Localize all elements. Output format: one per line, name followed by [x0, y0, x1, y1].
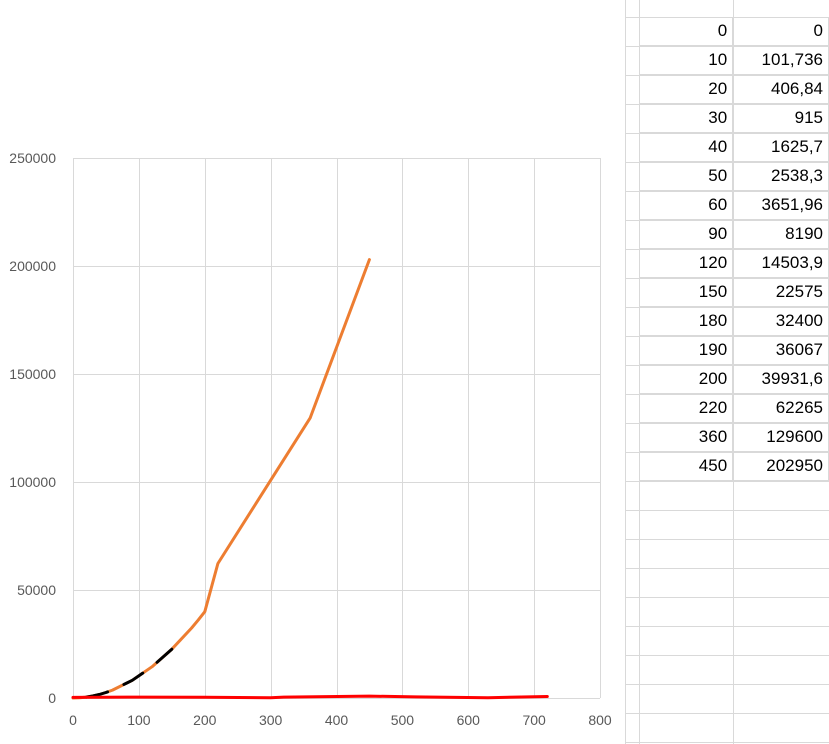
- cell-y-value[interactable]: 915: [732, 103, 829, 133]
- cell-x-value[interactable]: 150: [639, 277, 734, 307]
- x-tick-label: 800: [588, 712, 612, 728]
- series-line-0[interactable]: [71, 258, 371, 700]
- cell-x-value[interactable]: 450: [639, 451, 734, 481]
- table-row[interactable]: 360 129600: [639, 422, 829, 452]
- cell-x-value[interactable]: 190: [639, 335, 734, 365]
- cell-x-value[interactable]: 60: [639, 190, 734, 220]
- y-tick-label: 200000: [9, 258, 56, 274]
- table-row[interactable]: 10 101,736: [639, 45, 829, 75]
- cell-x-value[interactable]: 200: [639, 364, 734, 394]
- cell-x-value[interactable]: 180: [639, 306, 734, 336]
- y-tick-label: 0: [48, 690, 56, 706]
- cell-x-value[interactable]: 30: [639, 103, 734, 133]
- cell-x-value[interactable]: 20: [639, 74, 734, 104]
- cell-x-value[interactable]: 10: [639, 45, 734, 75]
- table-row[interactable]: 90 8190: [639, 219, 829, 249]
- cell-y-value[interactable]: 36067: [732, 335, 829, 365]
- x-tick-label: 300: [259, 712, 283, 728]
- cell-x-value[interactable]: 90: [639, 219, 734, 249]
- cell-y-value[interactable]: 3651,96: [732, 190, 829, 220]
- x-tick-label: 100: [127, 712, 151, 728]
- cell-x-value[interactable]: 220: [639, 393, 734, 423]
- cell-y-value[interactable]: 1625,7: [732, 132, 829, 162]
- cell-y-value[interactable]: 202950: [732, 451, 829, 481]
- table-row[interactable]: 60 3651,96: [639, 190, 829, 220]
- y-tick-label: 100000: [9, 474, 56, 490]
- table-row[interactable]: 40 1625,7: [639, 132, 829, 162]
- cell-y-value[interactable]: 14503,9: [732, 248, 829, 278]
- cell-y-value[interactable]: 8190: [732, 219, 829, 249]
- table-row[interactable]: 20 406,84: [639, 74, 829, 104]
- series-line-2[interactable]: [71, 694, 549, 700]
- cell-x-value[interactable]: 0: [639, 17, 734, 46]
- chart-area[interactable]: 0 100 200 300 400 500 600 700 800 0 50000 100000 150…: [0, 0, 626, 744]
- table-row[interactable]: 120 14503,9: [639, 248, 829, 278]
- x-tick-label: 500: [391, 712, 415, 728]
- cell-y-value[interactable]: 129600: [732, 422, 829, 452]
- cell-y-value[interactable]: 406,84: [732, 74, 829, 104]
- table-row[interactable]: 180 32400: [639, 306, 829, 336]
- data-table: 0 0 10 101,736 20 406,84 30 915 40 1625,7 50 2538,3…: [639, 17, 829, 481]
- table-row[interactable]: 50 2538,3: [639, 161, 829, 191]
- cell-y-value[interactable]: 0: [732, 17, 829, 46]
- table-row[interactable]: 450 202950: [639, 451, 829, 481]
- table-row[interactable]: 30 915: [639, 103, 829, 133]
- x-tick-label: 400: [325, 712, 349, 728]
- table-row[interactable]: 150 22575: [639, 277, 829, 307]
- y-tick-label: 150000: [9, 366, 56, 382]
- cell-y-value[interactable]: 101,736: [732, 45, 829, 75]
- y-tick-label: 50000: [17, 582, 56, 598]
- cell-y-value[interactable]: 2538,3: [732, 161, 829, 191]
- table-row[interactable]: 190 36067: [639, 335, 829, 365]
- x-tick-label: 600: [457, 712, 481, 728]
- cell-y-value[interactable]: 22575: [732, 277, 829, 307]
- cell-y-value[interactable]: 32400: [732, 306, 829, 336]
- table-row[interactable]: 200 39931,6: [639, 364, 829, 394]
- y-tick-label: 250000: [9, 150, 56, 166]
- cell-x-value[interactable]: 120: [639, 248, 734, 278]
- x-tick-label: 200: [193, 712, 217, 728]
- cell-y-value[interactable]: 39931,6: [732, 364, 829, 394]
- line-chart: 0 100 200 300 400 500 600 700 800 0 50000 100000 150…: [9, 150, 612, 728]
- cell-x-value[interactable]: 40: [639, 132, 734, 162]
- x-tick-label: 0: [69, 712, 77, 728]
- table-row[interactable]: 220 62265: [639, 393, 829, 423]
- series-line-1[interactable]: [84, 647, 174, 699]
- cell-y-value[interactable]: 62265: [732, 393, 829, 423]
- x-tick-label: 700: [522, 712, 546, 728]
- cell-x-value[interactable]: 360: [639, 422, 734, 452]
- cell-x-value[interactable]: 50: [639, 161, 734, 191]
